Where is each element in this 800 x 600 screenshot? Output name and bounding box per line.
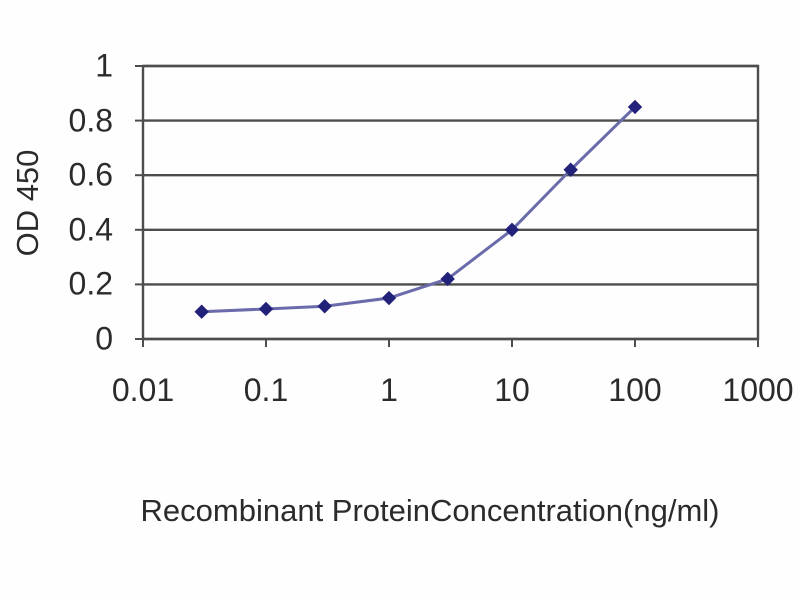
x-axis-title: Recombinant ProteinConcentration(ng/ml) (140, 493, 720, 528)
x-tick-label: 100 (608, 372, 662, 408)
data-point-marker (563, 162, 578, 177)
x-tick-label: 0.01 (111, 372, 175, 408)
data-point-marker (194, 304, 209, 319)
data-point-marker (317, 299, 332, 314)
data-point-marker (258, 301, 274, 317)
plot-frame (141, 64, 760, 341)
y-tick-label: 0.6 (68, 156, 113, 193)
y-tick-label: 0.2 (68, 265, 113, 302)
y-tick-label: 1 (95, 47, 113, 84)
data-point-marker (504, 222, 520, 238)
y-tick-label: 0 (95, 320, 113, 357)
data-point-marker (381, 290, 397, 306)
y-tick-label: 0.4 (68, 211, 113, 248)
x-tick-label: 0.1 (243, 372, 289, 408)
x-tick-label: 10 (494, 372, 530, 408)
data-point-marker (440, 271, 455, 287)
series-line (201, 105, 637, 314)
x-tick-label: 1000 (722, 372, 794, 408)
y-tick-label: 0.8 (68, 102, 113, 139)
data-point-marker (627, 99, 643, 115)
x-tick-label: 1 (380, 372, 398, 408)
